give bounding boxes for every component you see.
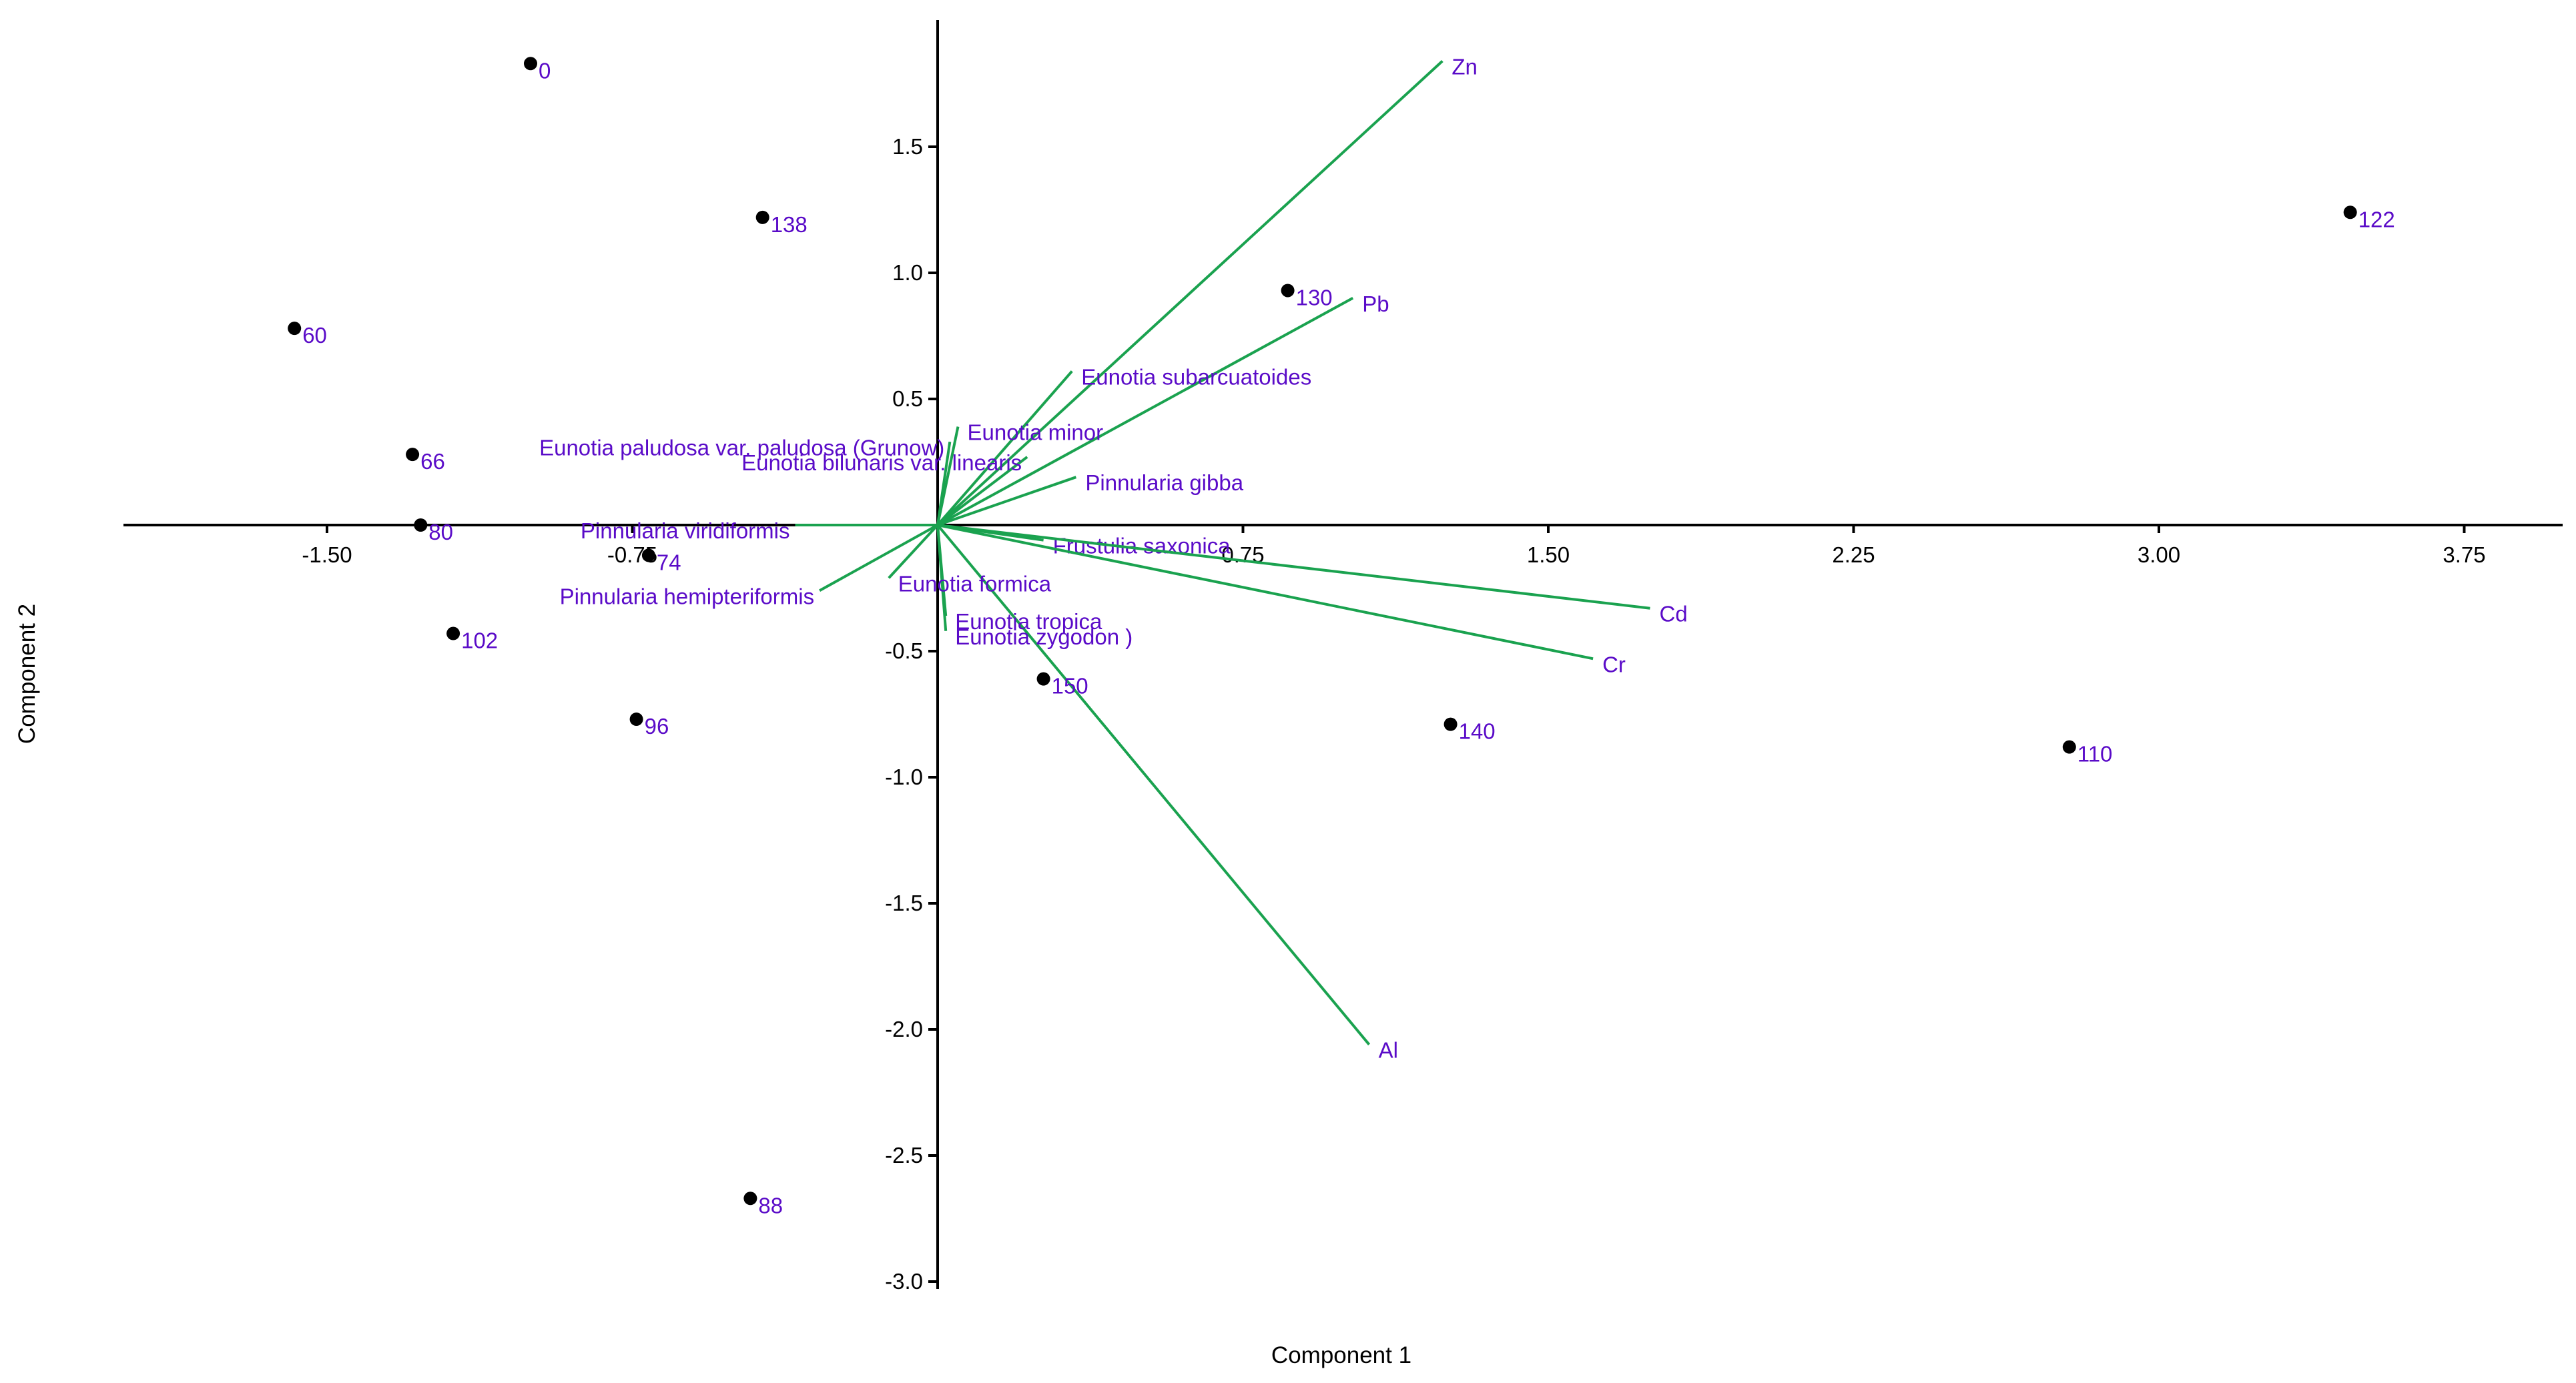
score-point [743, 1192, 757, 1206]
y-tick-label: 1.0 [892, 260, 923, 285]
score-point [641, 548, 655, 562]
score-label: 74 [657, 550, 681, 574]
x-tick-label: 2.25 [1832, 542, 1875, 567]
loading-label: Eunotia subarcuatoides [1081, 364, 1311, 389]
loading-vector [936, 524, 1371, 1045]
score-point [524, 57, 537, 71]
score-label: 110 [2077, 742, 2113, 767]
x-tick-label: 3.00 [2138, 542, 2180, 567]
y-tick-label: -2.5 [885, 1143, 923, 1168]
x-axis-title: Component 1 [1271, 1342, 1411, 1368]
loading-label: Cd [1660, 602, 1688, 626]
loading-vector [937, 524, 1650, 610]
y-tick-label: 0.5 [892, 386, 923, 411]
loading-vector [888, 524, 939, 579]
score-point [414, 518, 428, 532]
loading-label: Eunotia zygodon ) [955, 624, 1133, 649]
y-axis-title: Component 2 [14, 604, 40, 744]
score-label: 80 [428, 520, 453, 544]
loading-vector [937, 297, 1354, 526]
score-label: 122 [2358, 207, 2395, 232]
loading-vector [936, 441, 952, 526]
loading-vector [937, 524, 1594, 660]
loading-label: Eunotia tropica [955, 609, 1102, 634]
score-point [1443, 717, 1458, 731]
score-label: 66 [420, 449, 445, 474]
score-label: 102 [461, 628, 498, 653]
score-label: 150 [1052, 674, 1088, 699]
score-point [2062, 740, 2076, 754]
score-label: 140 [1459, 719, 1496, 744]
loading-label: Al [1379, 1038, 1398, 1063]
loadings-group: Zn Pb Eunotia subarcuatoides Eunotia minor E… [539, 54, 1688, 1062]
score-label: 138 [771, 212, 808, 237]
score-point [629, 713, 643, 727]
loading-label: Zn [1452, 54, 1478, 79]
loading-vector [936, 370, 1073, 526]
loading-label: Eunotia bilunaris var. linearis [741, 450, 1022, 475]
loading-vector [819, 524, 938, 592]
loading-vector [936, 456, 1028, 526]
score-point [2343, 205, 2357, 219]
score-label: 88 [758, 1193, 783, 1218]
loading-label: Eunotia formica [898, 571, 1052, 596]
scores-group: 0 138 122 130 60 66 80 74 102 96 150 140 110 88 [288, 57, 2395, 1218]
y-tick-label: 1.5 [892, 134, 923, 159]
score-point [1281, 284, 1295, 298]
score-label: 60 [302, 323, 327, 348]
loading-vector [937, 476, 1077, 526]
loading-label: Eunotia paludosa var. paludosa (Grunow) [539, 435, 944, 460]
y-tick-label: -1.0 [885, 765, 923, 789]
score-point [406, 448, 420, 462]
y-tick-label: -3.0 [885, 1269, 923, 1294]
loading-label: Eunotia minor [968, 420, 1104, 445]
axes-group: -1.50 -0.75 0.75 1.50 2.25 3.00 3.751.51.00.5-… [123, 20, 2563, 1294]
x-tick-label: -1.50 [302, 542, 352, 567]
score-point [288, 322, 302, 336]
score-point [755, 210, 769, 224]
score-point [1036, 672, 1050, 686]
x-tick-label: 1.50 [1527, 542, 1570, 567]
y-tick-label: -0.5 [885, 638, 923, 663]
score-point [446, 626, 460, 640]
loading-vector [936, 60, 1443, 526]
x-tick-label: 3.75 [2443, 542, 2485, 567]
loading-label: Pinnularia viridiformis [581, 518, 790, 543]
score-label: 0 [539, 58, 551, 83]
loading-label: Cr [1602, 652, 1626, 676]
y-tick-label: -1.5 [885, 891, 923, 915]
loading-label: Pb [1362, 292, 1389, 316]
loading-label: Pinnularia hemipteriformis [560, 584, 814, 608]
loading-vector [936, 524, 948, 631]
score-label: 130 [1296, 285, 1333, 310]
y-tick-label: -2.0 [885, 1017, 923, 1041]
loading-label: Pinnularia gibba [1085, 470, 1243, 495]
score-label: 96 [645, 714, 669, 739]
